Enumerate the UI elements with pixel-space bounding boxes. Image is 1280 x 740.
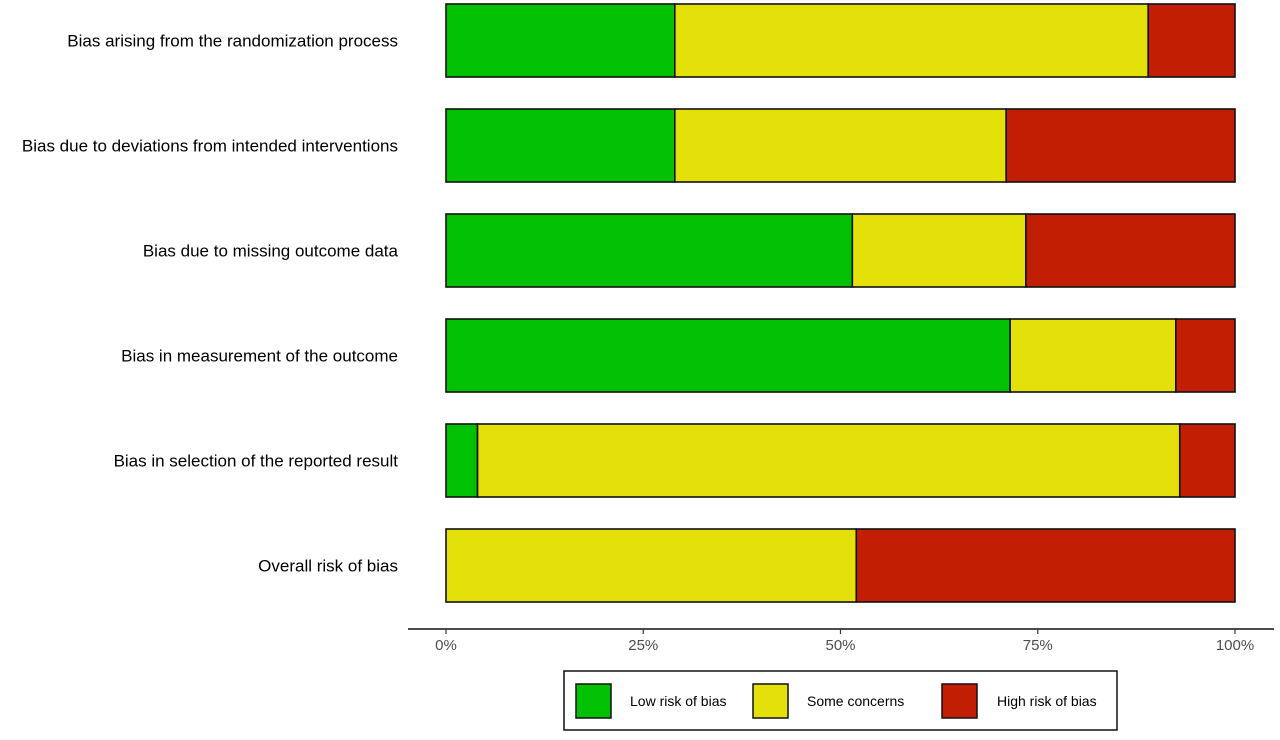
bars-layer xyxy=(445,3,1236,603)
category-label-5: Bias in selection of the reported result xyxy=(114,452,399,471)
bar-segment-4-1 xyxy=(445,318,1011,393)
bar-segment-1-2 xyxy=(674,3,1150,78)
bar-segment-2-1 xyxy=(445,108,676,183)
bar-segment-5-3 xyxy=(1178,423,1236,498)
bar-segment-3-3 xyxy=(1025,213,1236,288)
x-tick-label-2: 25% xyxy=(628,637,658,654)
category-label-4: Bias in measurement of the outcome xyxy=(121,347,398,366)
category-label-2: Bias due to deviations from intended int… xyxy=(22,137,398,156)
bar-segment-1-3 xyxy=(1147,3,1236,78)
x-tick-label-5: 100% xyxy=(1216,637,1254,654)
legend-frame xyxy=(563,670,1118,731)
legend-label-2: Some concerns xyxy=(807,693,904,709)
bar-segment-5-2 xyxy=(476,423,1181,498)
category-labels: Bias arising from the randomization proc… xyxy=(22,32,399,576)
bar-segment-2-3 xyxy=(1005,108,1236,183)
x-tick-label-3: 50% xyxy=(825,637,855,654)
category-label-1: Bias arising from the randomization proc… xyxy=(67,32,398,51)
legend-label-3: High risk of bias xyxy=(997,693,1097,709)
bar-segment-6-2 xyxy=(445,528,858,603)
bar-segment-5-1 xyxy=(445,423,479,498)
x-tick-label-1: 0% xyxy=(435,637,457,654)
legend-label-1: Low risk of bias xyxy=(630,693,726,709)
legend: Low risk of bias Some concerns High risk o… xyxy=(563,670,1118,731)
bar-segment-4-3 xyxy=(1175,318,1236,393)
bar-segment-3-2 xyxy=(851,213,1027,288)
legend-swatch-1 xyxy=(575,683,612,719)
x-axis: 0% 25% 50% 75% 100% xyxy=(408,628,1274,654)
bar-segment-1-1 xyxy=(445,3,676,78)
x-tick-label-4: 75% xyxy=(1023,637,1053,654)
bar-segment-3-1 xyxy=(445,213,854,288)
legend-swatch-2 xyxy=(752,683,789,719)
bar-segment-6-3 xyxy=(855,528,1236,603)
bar-segment-2-2 xyxy=(674,108,1007,183)
bar-segment-4-2 xyxy=(1009,318,1177,393)
category-label-3: Bias due to missing outcome data xyxy=(143,242,399,261)
category-label-6: Overall risk of bias xyxy=(258,557,398,576)
legend-swatch-3 xyxy=(941,683,978,719)
